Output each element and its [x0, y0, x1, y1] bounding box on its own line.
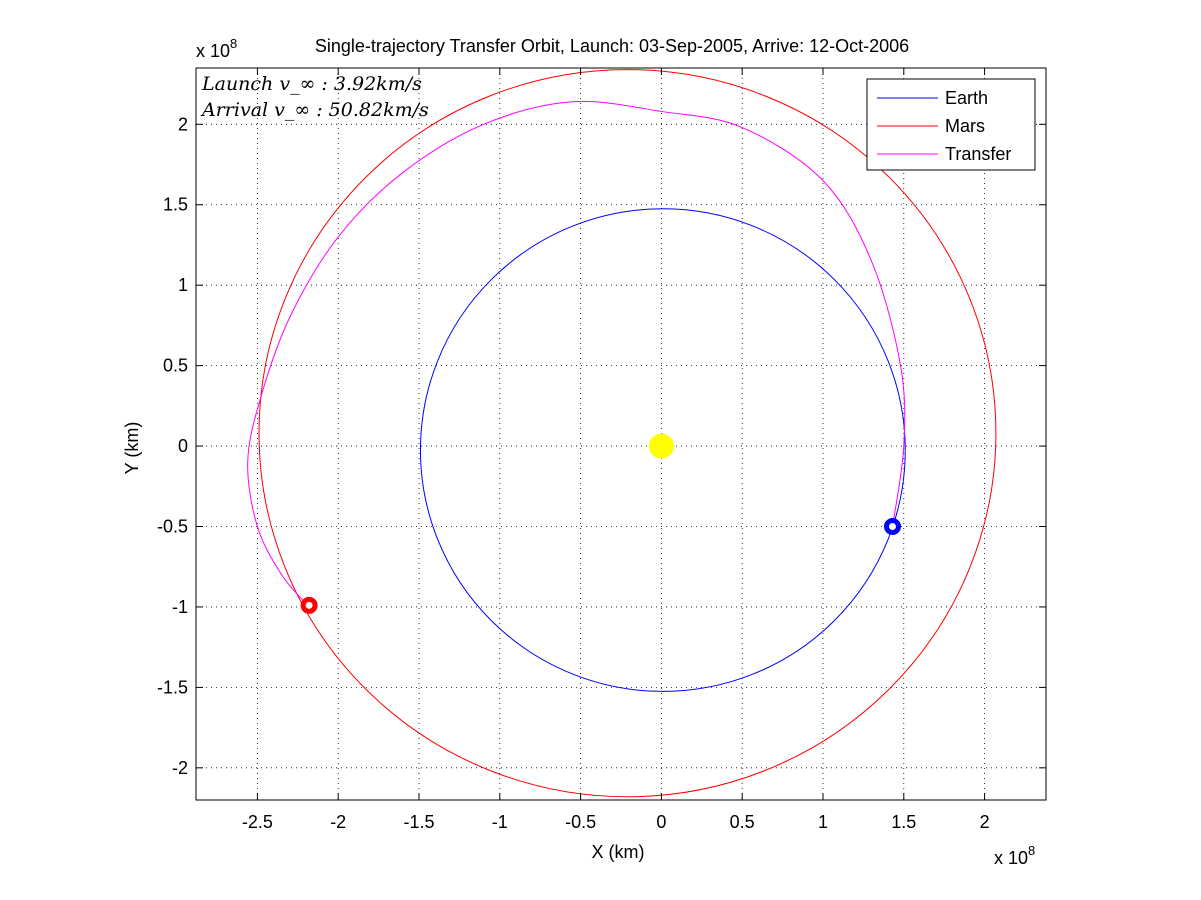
- x-tick-label: 0.5: [730, 812, 755, 832]
- y-tick-label: 0.5: [163, 356, 188, 376]
- chart-title: Single-trajectory Transfer Orbit, Launch…: [315, 36, 909, 56]
- legend-label-transfer: Transfer: [945, 144, 1011, 164]
- x-tick-label: -2: [330, 812, 346, 832]
- y-tick-label: 1.5: [163, 195, 188, 215]
- axis-ticks: -2.5 -2 -1.5 -1 -0.5 0 0.5 1 1.5 2 -2 -1.5 -1 -0.5 0 0.…: [157, 68, 1046, 832]
- legend-box: [866, 78, 1036, 171]
- axes-box: [195, 67, 1047, 801]
- x-tick-label: 1: [818, 812, 828, 832]
- x-tick-label: -1: [492, 812, 508, 832]
- mars-at-arrival-marker: [300, 596, 318, 614]
- legend-label-earth: Earth: [945, 88, 988, 108]
- y-tick-label: -2: [172, 758, 188, 778]
- y-tick-label: -1: [172, 597, 188, 617]
- earth-at-launch-marker: [883, 518, 901, 536]
- x-tick-label: -1.5: [403, 812, 434, 832]
- y-tick-label: -0.5: [157, 517, 188, 537]
- y-tick-label: -1.5: [157, 677, 188, 697]
- mars-orbit: [258, 69, 997, 798]
- x-axis-label: X (km): [592, 842, 645, 862]
- x-tick-label: 0: [656, 812, 666, 832]
- y-tick-label: 0: [178, 436, 188, 456]
- grid-lines: [196, 68, 1046, 800]
- legend-label-mars: Mars: [945, 116, 985, 136]
- arrival-vinf-annotation: Arrival v_∞ : 50.82km/s: [200, 99, 429, 121]
- body-markers: [300, 433, 901, 614]
- x-tick-label: -0.5: [565, 812, 596, 832]
- earth-orbit: [419, 208, 906, 692]
- orbit-curves: [247, 69, 997, 798]
- y-exponent-label: x 108: [196, 36, 237, 61]
- legend: Earth Mars Transfer: [866, 78, 1036, 171]
- x-tick-label: 2: [980, 812, 990, 832]
- launch-vinf-annotation: Launch v_∞ : 3.92km/s: [201, 73, 422, 95]
- sun-marker: [648, 433, 674, 459]
- y-tick-label: 1: [178, 275, 188, 295]
- transfer-orbit: [247, 100, 906, 608]
- x-tick-label: -2.5: [242, 812, 273, 832]
- y-tick-label: 2: [178, 114, 188, 134]
- y-axis-label: Y (km): [122, 422, 142, 475]
- x-tick-label: 1.5: [891, 812, 916, 832]
- orbit-curves-clipped: [247, 69, 997, 798]
- x-exponent-label: x 108: [994, 843, 1035, 868]
